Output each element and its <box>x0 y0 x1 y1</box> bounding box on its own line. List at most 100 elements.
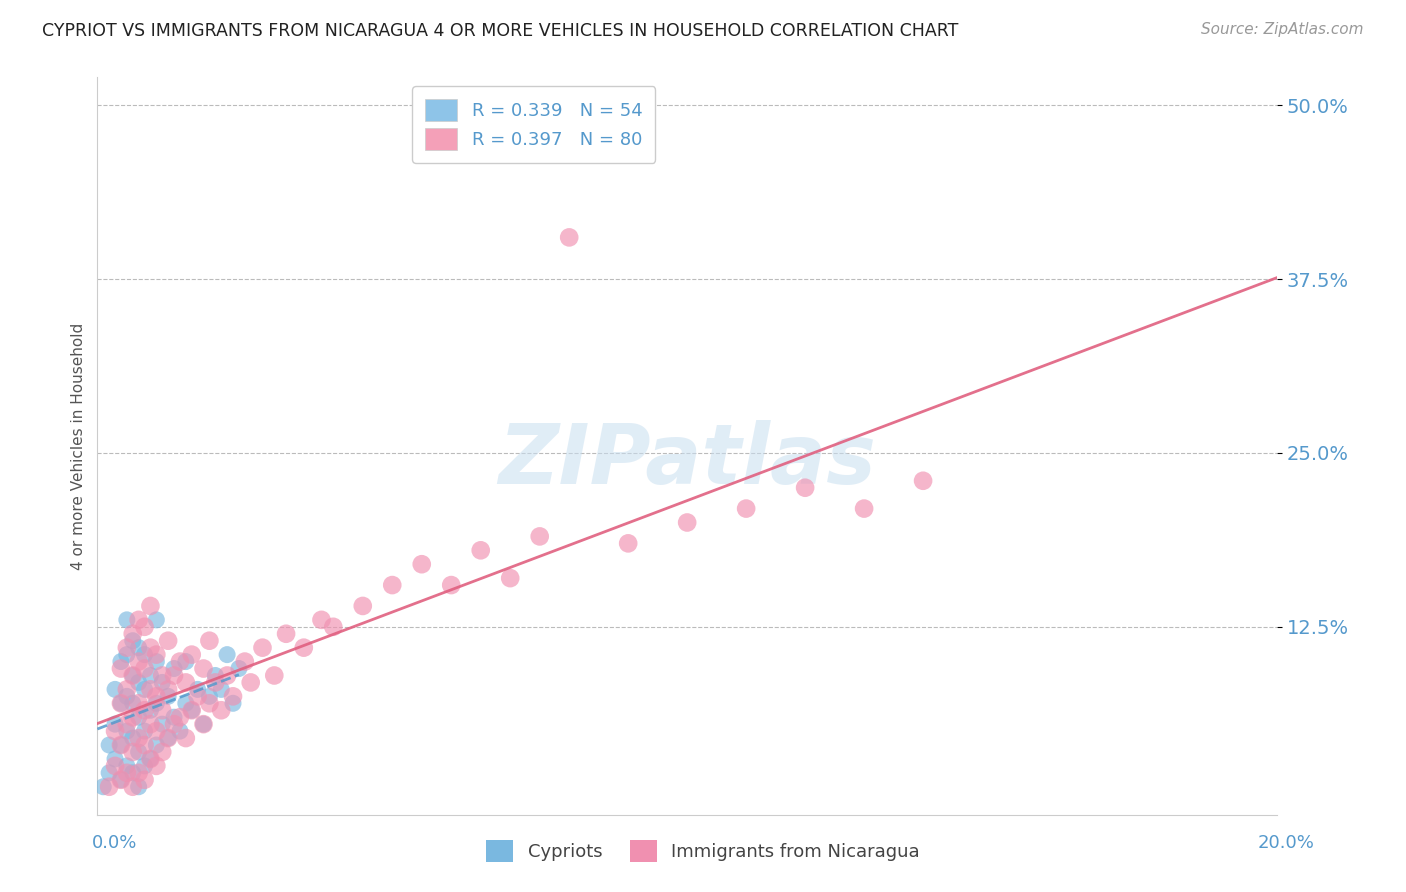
Point <box>145 696 167 710</box>
Point <box>794 481 817 495</box>
Point <box>128 745 150 759</box>
Point <box>180 703 202 717</box>
Point <box>134 772 156 787</box>
Point <box>853 501 876 516</box>
Point <box>163 661 186 675</box>
Point <box>150 745 173 759</box>
Point <box>163 668 186 682</box>
Point <box>352 599 374 613</box>
Point <box>411 558 433 572</box>
Point <box>115 724 138 739</box>
Point <box>128 710 150 724</box>
Point <box>157 731 180 745</box>
Point <box>128 731 150 745</box>
Text: 20.0%: 20.0% <box>1258 834 1315 852</box>
Point <box>128 640 150 655</box>
Point <box>110 655 132 669</box>
Point <box>110 661 132 675</box>
Point <box>139 668 162 682</box>
Text: Source: ZipAtlas.com: Source: ZipAtlas.com <box>1201 22 1364 37</box>
Point <box>98 780 121 794</box>
Point <box>121 668 143 682</box>
Point <box>139 752 162 766</box>
Point <box>134 724 156 739</box>
Point <box>121 668 143 682</box>
Point <box>134 703 156 717</box>
Point <box>169 724 191 739</box>
Point <box>98 738 121 752</box>
Point <box>187 690 209 704</box>
Point <box>174 731 197 745</box>
Point <box>115 648 138 662</box>
Point <box>110 772 132 787</box>
Point <box>128 696 150 710</box>
Point <box>110 696 132 710</box>
Text: 0.0%: 0.0% <box>91 834 136 852</box>
Point <box>912 474 935 488</box>
Point <box>252 640 274 655</box>
Point <box>470 543 492 558</box>
Point <box>217 668 239 682</box>
Point <box>115 613 138 627</box>
Point <box>381 578 404 592</box>
Point <box>128 655 150 669</box>
Point <box>128 613 150 627</box>
Point <box>134 620 156 634</box>
Point <box>198 690 221 704</box>
Point <box>115 690 138 704</box>
Point <box>499 571 522 585</box>
Point <box>104 717 127 731</box>
Point <box>163 717 186 731</box>
Point <box>198 696 221 710</box>
Point <box>110 772 132 787</box>
Point <box>145 738 167 752</box>
Point <box>115 717 138 731</box>
Point <box>121 745 143 759</box>
Point <box>115 759 138 773</box>
Point <box>139 640 162 655</box>
Point <box>91 780 114 794</box>
Point <box>440 578 463 592</box>
Point <box>128 780 150 794</box>
Point <box>217 648 239 662</box>
Point <box>128 765 150 780</box>
Point <box>104 724 127 739</box>
Point <box>139 717 162 731</box>
Point <box>174 696 197 710</box>
Point <box>735 501 758 516</box>
Point <box>228 661 250 675</box>
Point <box>311 613 333 627</box>
Point <box>222 690 245 704</box>
Point <box>145 759 167 773</box>
Point <box>121 780 143 794</box>
Point <box>157 682 180 697</box>
Point <box>121 765 143 780</box>
Point <box>193 661 215 675</box>
Point <box>139 682 162 697</box>
Point <box>110 738 132 752</box>
Point <box>193 717 215 731</box>
Point <box>150 717 173 731</box>
Point <box>121 710 143 724</box>
Legend: R = 0.339   N = 54, R = 0.397   N = 80: R = 0.339 N = 54, R = 0.397 N = 80 <box>412 87 655 163</box>
Point <box>157 690 180 704</box>
Point <box>115 640 138 655</box>
Point <box>150 675 173 690</box>
Y-axis label: 4 or more Vehicles in Household: 4 or more Vehicles in Household <box>72 322 86 570</box>
Point <box>233 655 256 669</box>
Point <box>150 703 173 717</box>
Point <box>263 668 285 682</box>
Point <box>174 675 197 690</box>
Point <box>204 675 226 690</box>
Point <box>121 626 143 640</box>
Point <box>169 710 191 724</box>
Point <box>209 703 232 717</box>
Point <box>121 633 143 648</box>
Point <box>292 640 315 655</box>
Point <box>104 682 127 697</box>
Point <box>145 724 167 739</box>
Point <box>134 682 156 697</box>
Point <box>558 230 581 244</box>
Point <box>139 752 162 766</box>
Point <box>121 696 143 710</box>
